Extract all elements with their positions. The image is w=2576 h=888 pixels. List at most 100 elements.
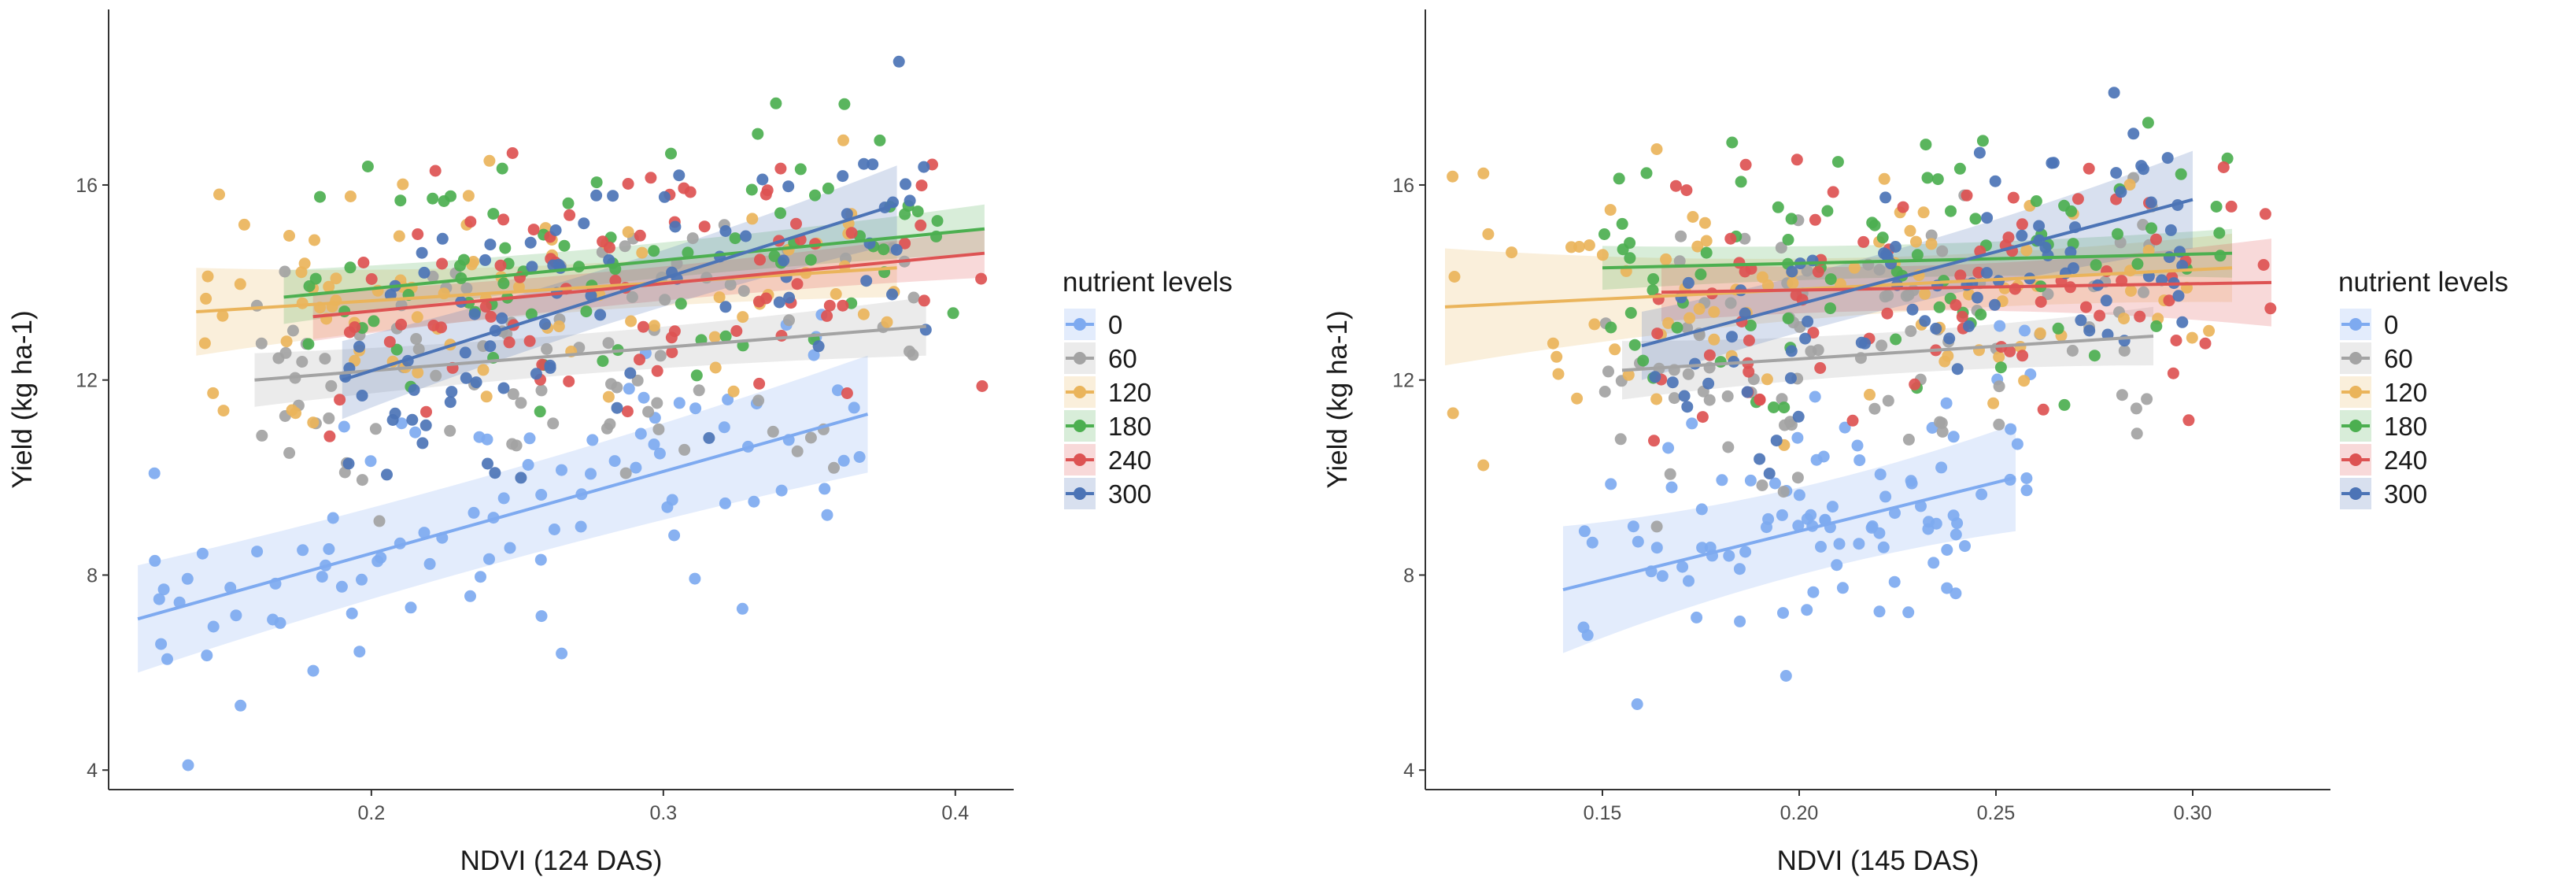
point-300 — [2033, 220, 2046, 232]
point-0 — [1927, 557, 1940, 569]
point-120 — [857, 308, 870, 320]
point-0 — [1873, 605, 1886, 618]
legend-key-60 — [2340, 342, 2371, 374]
point-120 — [1550, 350, 1563, 363]
point-60 — [373, 515, 386, 527]
point-0 — [1853, 538, 1865, 550]
point-0 — [1650, 542, 1663, 554]
point-180 — [390, 343, 403, 356]
legend-title: nutrient levels — [2338, 267, 2508, 298]
point-300 — [444, 396, 456, 409]
point-120 — [1698, 216, 1711, 229]
point-180 — [2221, 152, 2234, 165]
point-0 — [535, 489, 548, 501]
point-240 — [2170, 335, 2182, 346]
point-240 — [1669, 179, 1682, 192]
legend-label-120: 120 — [2384, 378, 2427, 407]
point-120 — [1622, 368, 1635, 381]
point-300 — [2135, 160, 2148, 172]
point-300 — [2145, 196, 2157, 209]
point-0 — [182, 759, 194, 771]
point-0 — [1851, 439, 1864, 452]
point-240 — [349, 321, 361, 334]
point-240 — [1680, 184, 1693, 197]
point-240 — [527, 224, 540, 236]
point-60 — [1876, 339, 1888, 352]
point-60 — [1650, 520, 1663, 533]
legend-label-300: 300 — [2384, 479, 2427, 509]
point-240 — [1739, 158, 1752, 171]
point-0 — [722, 394, 734, 405]
point-60 — [1879, 290, 1891, 303]
point-120 — [622, 226, 634, 239]
point-120 — [1547, 337, 1559, 350]
legend-key-240 — [1064, 444, 1096, 475]
point-120 — [477, 364, 490, 376]
point-300 — [1785, 345, 1798, 357]
point-0 — [556, 647, 568, 660]
point-120 — [602, 390, 615, 403]
point-180 — [1868, 219, 1881, 231]
point-60 — [1703, 394, 1716, 406]
point-0 — [1656, 570, 1669, 583]
point-300 — [2161, 152, 2174, 165]
point-180 — [497, 277, 510, 290]
point-300 — [1784, 372, 1797, 384]
point-300 — [479, 253, 491, 266]
point-240 — [2037, 403, 2049, 416]
point-0 — [585, 468, 597, 480]
point-60 — [1907, 284, 1920, 297]
point-0 — [2005, 423, 2017, 435]
point-300 — [719, 301, 732, 313]
point-240 — [435, 321, 447, 334]
point-0 — [1959, 540, 1971, 553]
point-180 — [1785, 213, 1798, 225]
point-120 — [1687, 211, 1699, 223]
point-0 — [1777, 607, 1789, 620]
point-0 — [623, 383, 635, 395]
point-120 — [1993, 351, 2005, 363]
point-0 — [1833, 538, 1846, 550]
point-0 — [736, 602, 748, 615]
point-0 — [1941, 544, 1953, 556]
point-180 — [1824, 273, 1837, 286]
point-240 — [479, 301, 492, 313]
point-0 — [1994, 320, 2006, 332]
point-240 — [1651, 327, 1664, 340]
point-0 — [1877, 541, 1890, 553]
point-240 — [494, 259, 507, 272]
point-60 — [286, 324, 299, 337]
point-180 — [682, 246, 694, 259]
point-60 — [279, 265, 291, 278]
point-120 — [201, 270, 214, 283]
point-240 — [2094, 309, 2106, 322]
point-0 — [1631, 698, 1643, 710]
point-120 — [1761, 373, 1773, 386]
point-0 — [230, 609, 242, 622]
point-0 — [534, 553, 547, 566]
point-120 — [881, 316, 893, 328]
point-240 — [1743, 365, 1755, 378]
point-180 — [1824, 302, 1836, 315]
point-60 — [356, 474, 368, 487]
point-240 — [1724, 232, 1737, 245]
point-180 — [2088, 350, 2101, 362]
point-0 — [1947, 431, 1960, 443]
point-0 — [653, 447, 666, 460]
point-0 — [748, 495, 760, 508]
point-60 — [651, 397, 663, 409]
point-120 — [411, 311, 423, 324]
point-240 — [837, 299, 849, 312]
point-240 — [899, 237, 911, 250]
point-60 — [642, 405, 655, 418]
point-240 — [334, 394, 346, 406]
legend-label-240: 240 — [1108, 446, 1151, 475]
point-240 — [609, 274, 622, 287]
point-120 — [737, 311, 749, 324]
point-180 — [1744, 319, 1757, 331]
point-120 — [480, 390, 493, 403]
point-240 — [1754, 394, 1766, 406]
point-120 — [1583, 239, 1595, 251]
point-180 — [2175, 168, 2187, 180]
point-240 — [634, 229, 646, 242]
